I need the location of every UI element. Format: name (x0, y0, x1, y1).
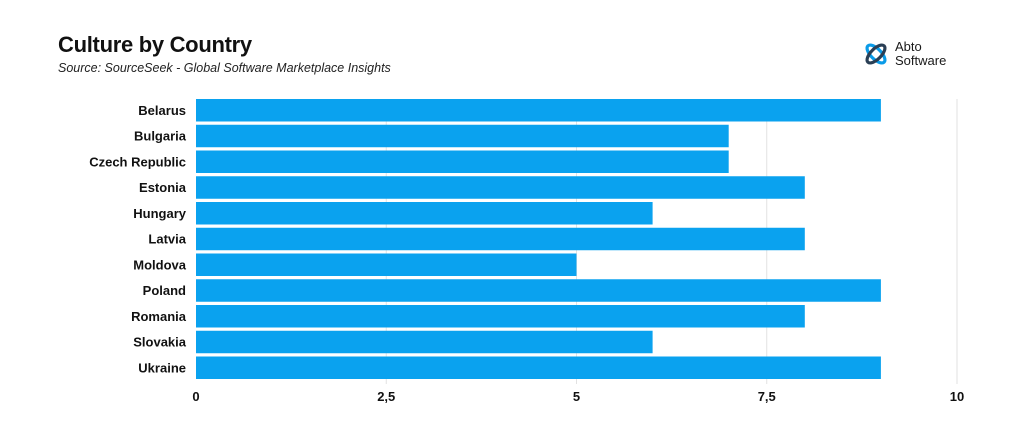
x-tick-label: 10 (950, 389, 964, 404)
category-label: Czech Republic (89, 154, 186, 169)
bar (196, 150, 729, 173)
category-label: Moldova (133, 257, 186, 272)
x-tick-label: 7,5 (758, 389, 776, 404)
bar (196, 279, 881, 302)
chart-header: Culture by Country Source: SourceSeek - … (58, 32, 391, 75)
category-label: Poland (143, 283, 186, 298)
abto-software-logo: Abto Software (862, 40, 946, 68)
logo-line-2: Software (895, 53, 947, 68)
x-tick-label: 5 (573, 389, 580, 404)
bar (196, 202, 653, 225)
category-label: Slovakia (133, 335, 187, 350)
bar (196, 330, 653, 354)
bar (196, 356, 881, 379)
chart-subtitle: Source: SourceSeek - Global Software Mar… (58, 61, 391, 75)
bar (196, 227, 805, 251)
bar (196, 176, 805, 199)
logo-line-1: Abto (895, 39, 922, 54)
category-label: Latvia (148, 232, 186, 247)
x-tick-label: 2,5 (377, 389, 395, 404)
x-tick-label: 0 (192, 389, 199, 404)
category-label: Bulgaria (134, 129, 187, 144)
x-axis-ticks: 0 2,5 5 7,5 10 (192, 389, 964, 404)
chart-title: Culture by Country (58, 32, 252, 57)
category-label: Ukraine (138, 360, 186, 375)
bar (196, 305, 805, 328)
bar (196, 99, 881, 122)
logo-text: Abto Software (895, 40, 946, 68)
category-label: Estonia (139, 180, 187, 195)
bars (196, 99, 881, 379)
category-label: Romania (131, 309, 187, 324)
bar (196, 124, 729, 148)
category-label: Belarus (138, 103, 186, 118)
abto-logo-icon (865, 43, 887, 65)
category-labels: Belarus Bulgaria Czech Republic Estonia Hung… (89, 103, 187, 376)
category-label: Hungary (133, 206, 187, 221)
bar (196, 253, 577, 276)
